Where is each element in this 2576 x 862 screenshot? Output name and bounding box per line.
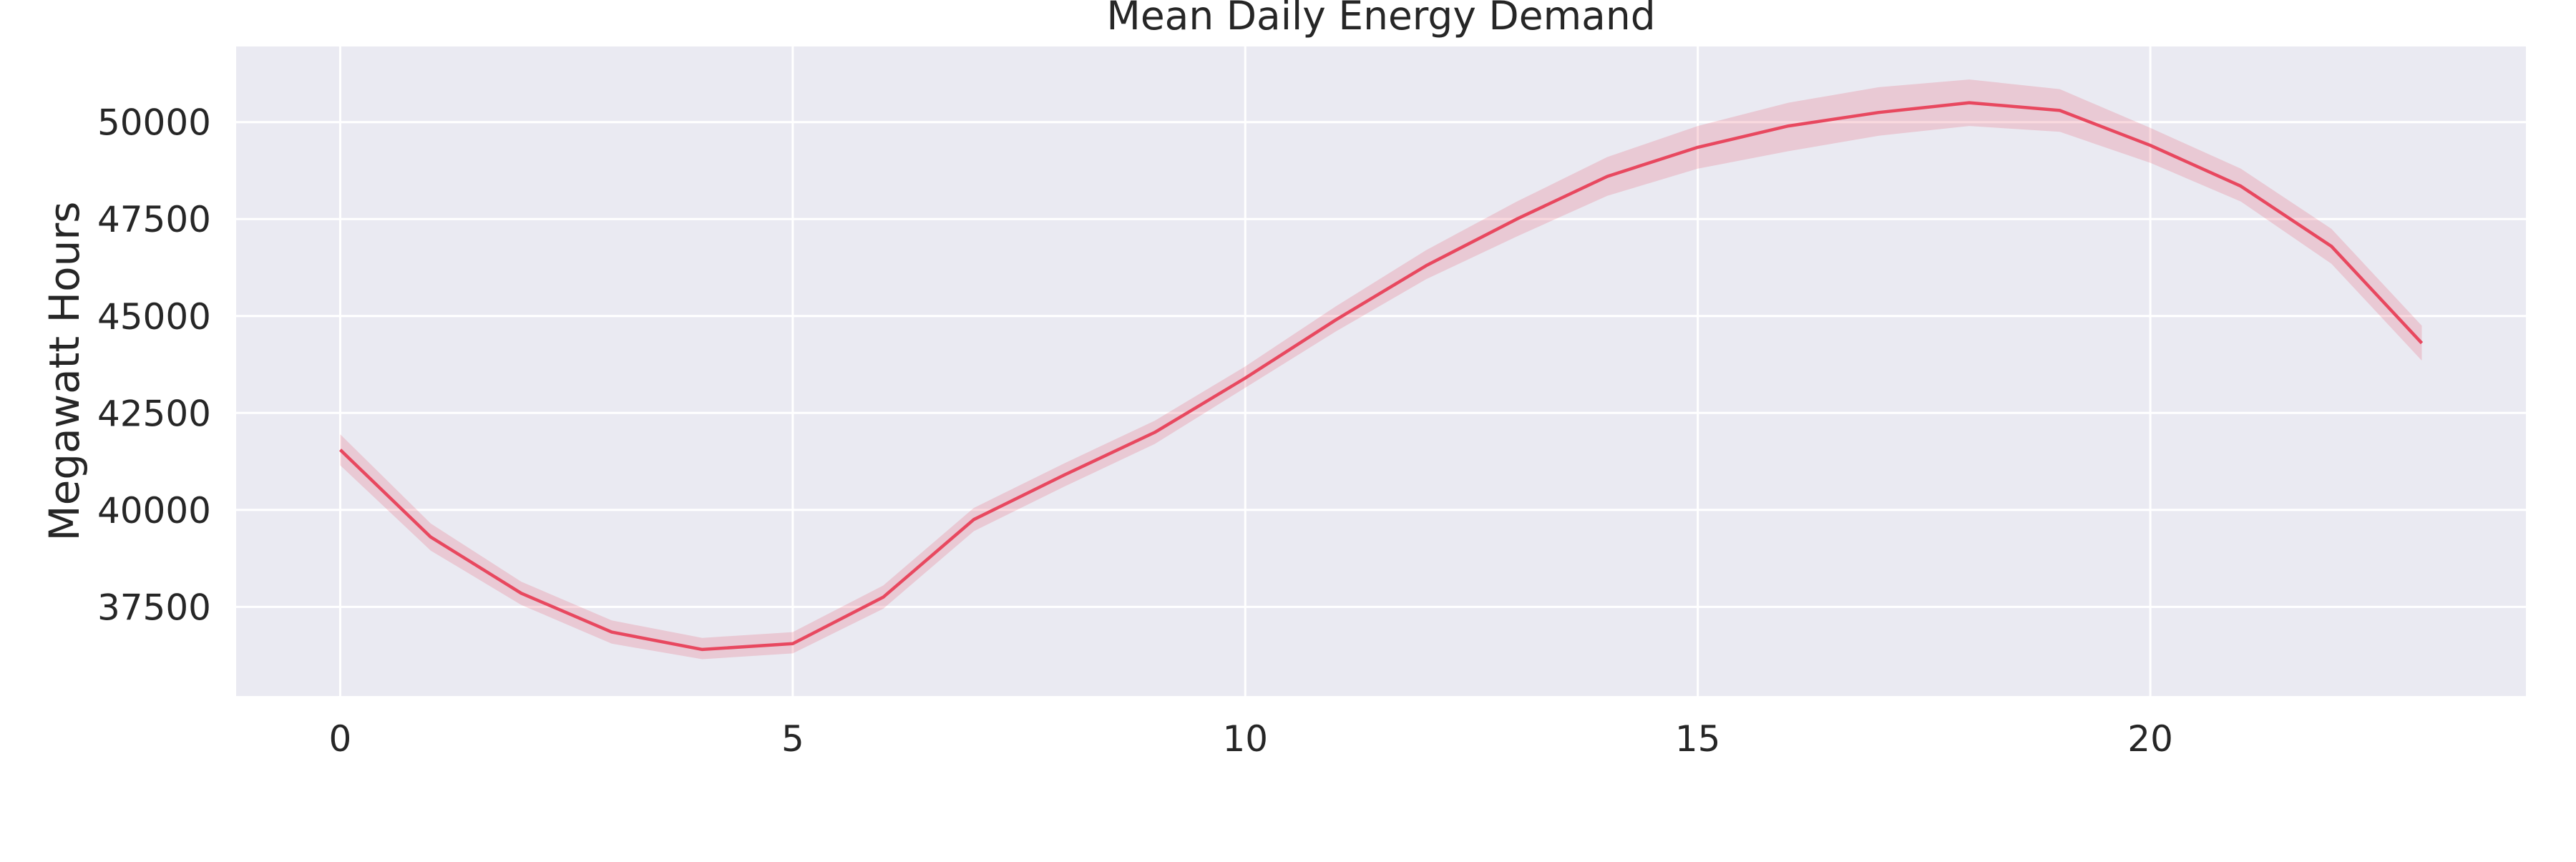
- y-gridlines: [236, 121, 2526, 608]
- x-tick-label: 15: [1675, 718, 1721, 760]
- confidence-band: [340, 79, 2422, 660]
- y-tick-label: 47500: [97, 199, 211, 240]
- y-tick-labels: 37500 40000 42500 45000 47500 50000: [97, 102, 211, 629]
- y-axis-title: Megawatt Hours: [40, 202, 89, 542]
- x-tick-labels: 0 5 10 15 20: [329, 718, 2173, 760]
- x-tick-label: 20: [2127, 718, 2173, 760]
- x-tick-label: 5: [781, 718, 804, 760]
- y-tick-label: 37500: [97, 587, 211, 628]
- y-tick-label: 50000: [97, 102, 211, 144]
- x-tick-label: 0: [329, 718, 352, 760]
- y-tick-label: 40000: [97, 490, 211, 532]
- y-tick-label: 45000: [97, 296, 211, 338]
- series-line: [338, 101, 2424, 652]
- chart-title: Mean Daily Energy Demand: [1106, 0, 1655, 39]
- x-gridlines: [338, 46, 2152, 696]
- x-tick-label: 10: [1222, 718, 1268, 760]
- plot-area: [236, 46, 2526, 696]
- y-tick-label: 42500: [97, 393, 211, 434]
